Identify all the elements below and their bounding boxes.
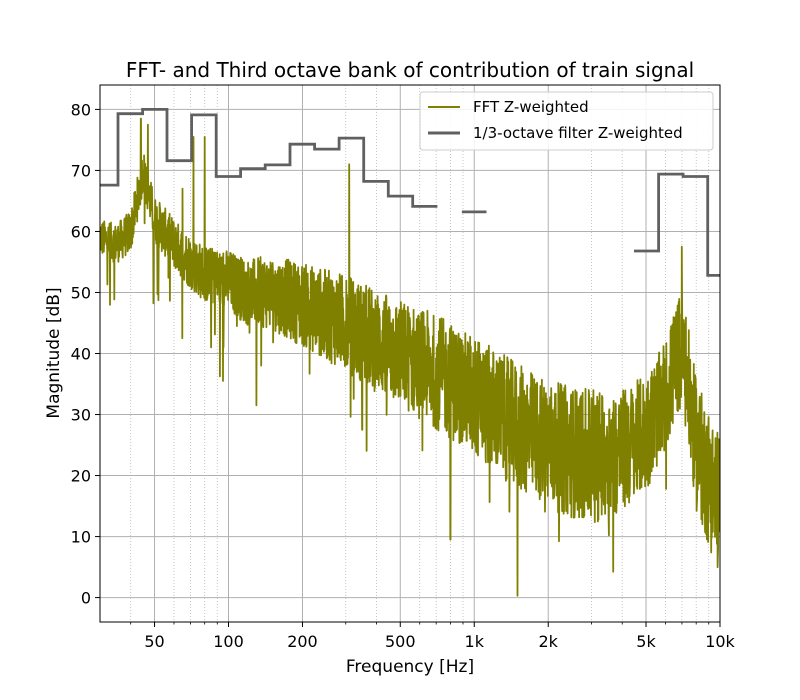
tick-layer: 50 100 200 500 1k 2k 5k 10k 0 10 20 30 40 50 60 70 80 (71, 100, 736, 651)
y-tick-label: 20 (71, 467, 91, 486)
y-tick-label: 70 (71, 161, 91, 180)
legend-label-octave: 1/3-octave filter Z-weighted (473, 124, 683, 142)
x-tick-label: 500 (385, 632, 416, 651)
x-axis-label: Frequency [Hz] (346, 657, 474, 677)
series-octave-step (100, 108, 438, 208)
y-tick-label: 50 (71, 283, 91, 302)
chart-title: FFT- and Third octave bank of contributi… (126, 58, 694, 82)
x-tick-label: 5k (636, 632, 656, 651)
x-tick-label: 1k (465, 632, 485, 651)
legend-box (419, 91, 714, 151)
series-fft-line (100, 117, 720, 597)
x-tick-label: 50 (144, 632, 164, 651)
x-tick-label: 100 (213, 632, 244, 651)
legend-label-fft: FFT Z-weighted (473, 98, 589, 116)
y-tick-label: 80 (71, 100, 91, 119)
series-layer (100, 108, 720, 597)
x-tick-label: 10k (705, 632, 735, 651)
y-tick-label: 0 (81, 589, 91, 608)
y-tick-label: 10 (71, 528, 91, 547)
legend: FFT Z-weighted 1/3-octave filter Z-weigh… (419, 91, 714, 151)
y-tick-label: 30 (71, 406, 91, 425)
y-tick-label: 40 (71, 345, 91, 364)
x-tick-label: 2k (539, 632, 559, 651)
y-axis-label: Magnitude [dB] (44, 287, 64, 418)
x-tick-label: 200 (287, 632, 318, 651)
y-tick-label: 60 (71, 222, 91, 241)
series-octave-step (634, 172, 720, 277)
